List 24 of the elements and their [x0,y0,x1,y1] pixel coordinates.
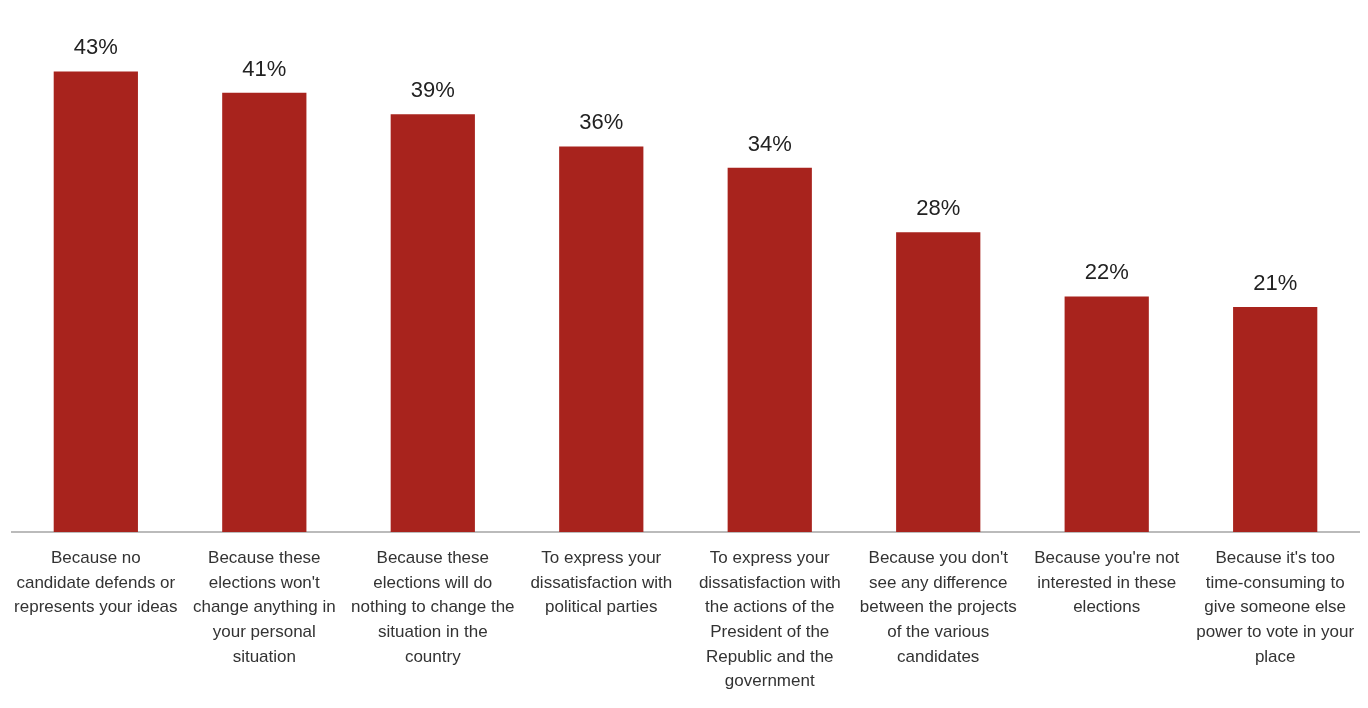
x-tick-label: Because no candidate defends or represents your ideas [14,548,178,617]
x-tick-label: Because these elections will do nothing to change the situation in the country [351,548,515,666]
x-tick-label: Because you're not interested in these elections [1034,548,1180,617]
bar [559,146,644,533]
data-label: 21% [1253,270,1298,296]
data-label: 39% [410,77,455,103]
bar [1064,296,1149,533]
bar [222,92,307,533]
x-tick-label: Because you don't see any difference between the projects of the various candidates [859,548,1017,666]
bar [896,232,981,533]
data-label: 41% [242,55,287,81]
data-label: 43% [73,34,118,60]
bar [727,167,812,533]
x-tick-label: Because it's too time-consuming to give someone else power to vote in your place [1196,548,1355,666]
x-tick-label: Because these elections won't change anything in your personal situation [192,548,336,666]
data-label: 36% [579,109,624,135]
x-tick-label: To express your dissatisfaction with political parties [530,548,673,617]
data-label: 34% [747,130,792,156]
bar [1233,307,1318,533]
data-label: 28% [916,195,961,221]
x-tick-label: To express your dissatisfaction with the actions of the President of the Republic and the government [698,548,841,691]
bar [390,114,475,533]
bar [53,71,138,533]
data-label: 22% [1084,259,1129,285]
